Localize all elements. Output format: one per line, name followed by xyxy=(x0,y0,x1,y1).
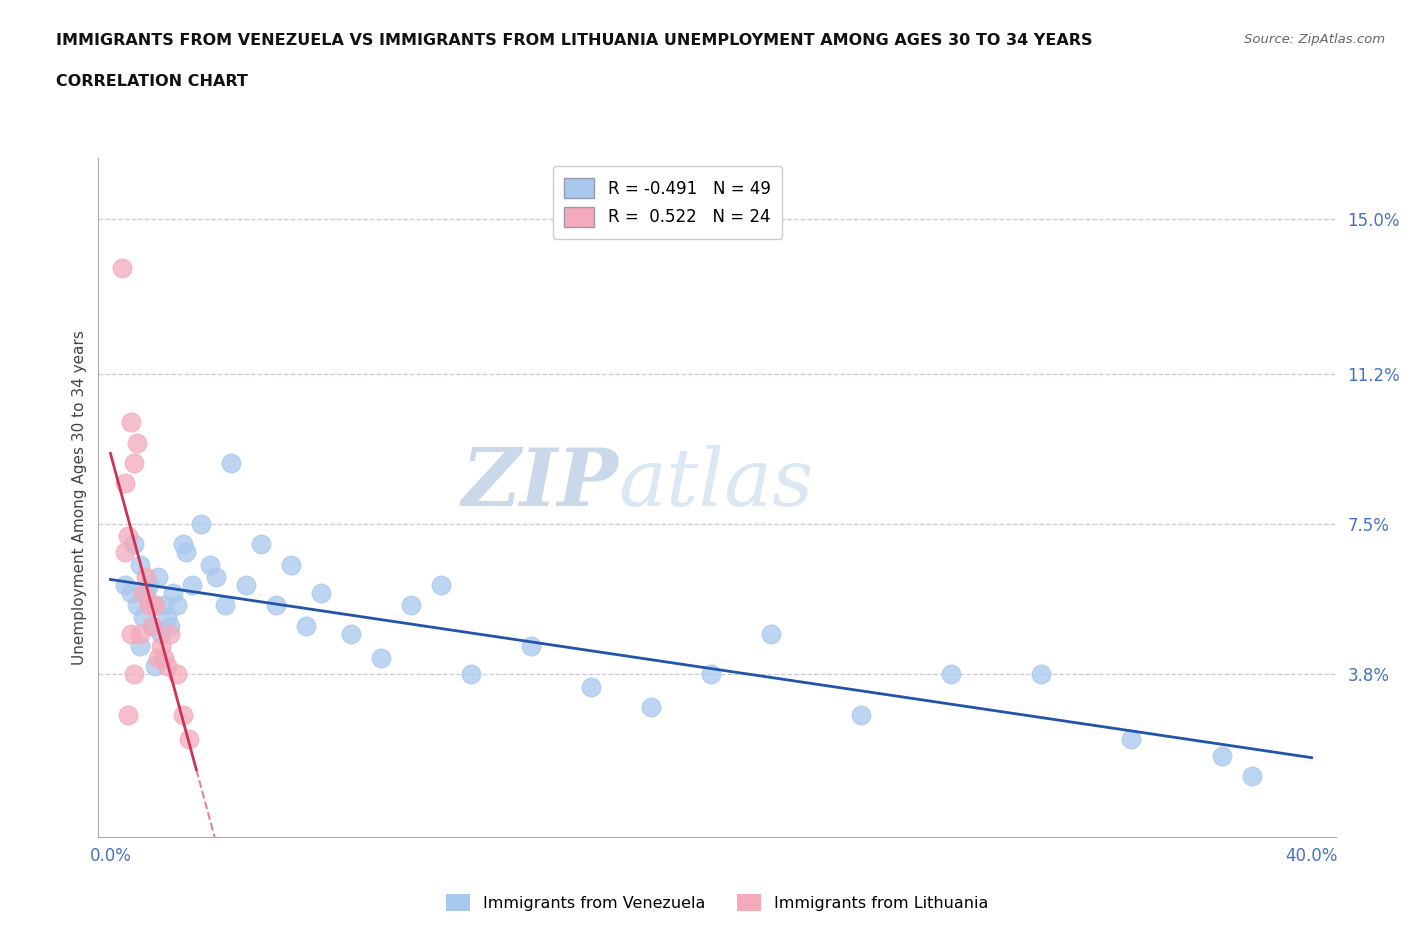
Point xyxy=(204,569,226,584)
Point xyxy=(235,578,257,592)
Y-axis label: Unemployment Among Ages 30 to 34 years: Unemployment Among Ages 30 to 34 years xyxy=(72,330,87,665)
Point xyxy=(145,598,167,613)
Point xyxy=(180,578,202,592)
Point xyxy=(339,626,361,641)
Point xyxy=(264,598,287,613)
Text: CORRELATION CHART: CORRELATION CHART xyxy=(56,74,247,89)
Text: atlas: atlas xyxy=(619,445,814,523)
Point xyxy=(1211,749,1233,764)
Point xyxy=(156,610,179,625)
Point xyxy=(370,651,392,666)
Legend: Immigrants from Venezuela, Immigrants from Lithuania: Immigrants from Venezuela, Immigrants fr… xyxy=(440,888,994,917)
Point xyxy=(941,667,963,682)
Point xyxy=(190,516,212,531)
Point xyxy=(141,618,163,633)
Point xyxy=(851,708,873,723)
Point xyxy=(159,618,181,633)
Point xyxy=(460,667,482,682)
Point xyxy=(129,639,152,654)
Point xyxy=(150,639,173,654)
Point xyxy=(141,618,163,633)
Point xyxy=(1240,768,1263,783)
Point xyxy=(249,537,271,551)
Text: IMMIGRANTS FROM VENEZUELA VS IMMIGRANTS FROM LITHUANIA UNEMPLOYMENT AMONG AGES 3: IMMIGRANTS FROM VENEZUELA VS IMMIGRANTS … xyxy=(56,33,1092,47)
Point xyxy=(111,260,134,275)
Point xyxy=(120,626,142,641)
Point xyxy=(294,618,316,633)
Point xyxy=(120,586,142,601)
Point xyxy=(117,529,139,544)
Point xyxy=(174,545,197,560)
Point xyxy=(138,598,160,613)
Point xyxy=(700,667,723,682)
Point xyxy=(117,708,139,723)
Point xyxy=(399,598,422,613)
Point xyxy=(124,537,146,551)
Point xyxy=(156,658,179,673)
Point xyxy=(1031,667,1053,682)
Point xyxy=(129,557,152,572)
Point xyxy=(135,586,157,601)
Point xyxy=(1121,732,1143,747)
Point xyxy=(132,610,155,625)
Point xyxy=(219,456,242,471)
Point xyxy=(148,651,170,666)
Point xyxy=(166,598,188,613)
Text: Source: ZipAtlas.com: Source: ZipAtlas.com xyxy=(1244,33,1385,46)
Point xyxy=(145,658,167,673)
Point xyxy=(429,578,451,592)
Point xyxy=(214,598,236,613)
Point xyxy=(640,699,662,714)
Point xyxy=(138,578,160,592)
Point xyxy=(114,545,136,560)
Point xyxy=(124,456,146,471)
Point xyxy=(132,586,155,601)
Text: ZIP: ZIP xyxy=(461,445,619,523)
Point xyxy=(162,586,184,601)
Point xyxy=(172,708,194,723)
Point xyxy=(166,667,188,682)
Point xyxy=(153,598,176,613)
Point xyxy=(153,651,176,666)
Point xyxy=(129,626,152,641)
Point xyxy=(135,569,157,584)
Point xyxy=(520,639,543,654)
Point xyxy=(114,476,136,491)
Point xyxy=(114,578,136,592)
Point xyxy=(124,667,146,682)
Point xyxy=(127,598,149,613)
Point xyxy=(148,569,170,584)
Point xyxy=(150,626,173,641)
Point xyxy=(172,537,194,551)
Point xyxy=(127,435,149,450)
Point xyxy=(145,598,167,613)
Point xyxy=(579,679,602,694)
Point xyxy=(120,415,142,430)
Point xyxy=(309,586,332,601)
Point xyxy=(159,626,181,641)
Point xyxy=(198,557,221,572)
Point xyxy=(280,557,302,572)
Point xyxy=(759,626,782,641)
Point xyxy=(177,732,200,747)
